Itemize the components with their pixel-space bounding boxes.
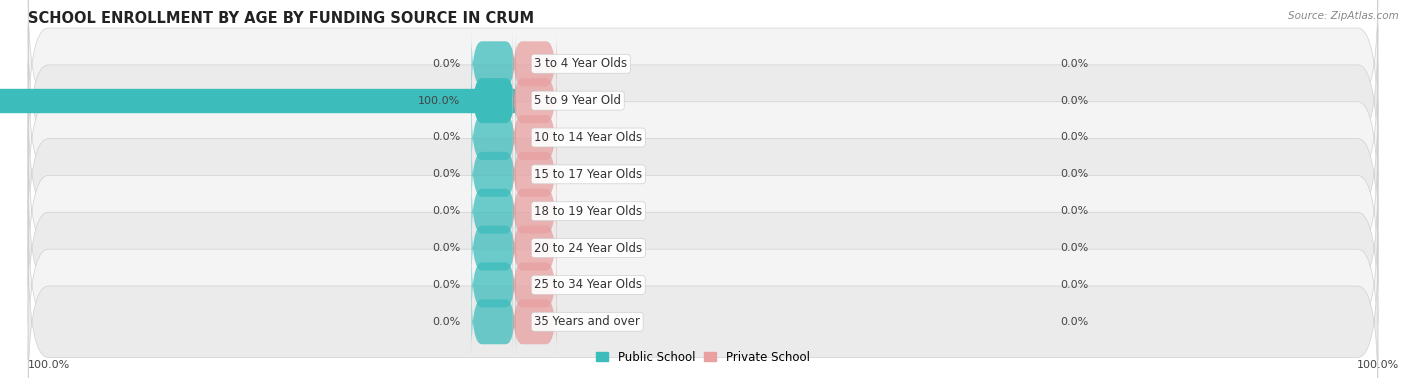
Text: 0.0%: 0.0%	[432, 280, 460, 290]
Text: SCHOOL ENROLLMENT BY AGE BY FUNDING SOURCE IN CRUM: SCHOOL ENROLLMENT BY AGE BY FUNDING SOUR…	[28, 11, 534, 26]
Text: 0.0%: 0.0%	[432, 59, 460, 69]
Text: 100.0%: 100.0%	[28, 361, 70, 370]
Text: 3 to 4 Year Olds: 3 to 4 Year Olds	[534, 57, 627, 70]
Legend: Public School, Private School: Public School, Private School	[592, 346, 814, 368]
Text: 0.0%: 0.0%	[1060, 317, 1088, 327]
Text: 25 to 34 Year Olds: 25 to 34 Year Olds	[534, 279, 643, 291]
FancyBboxPatch shape	[28, 26, 1378, 175]
FancyBboxPatch shape	[471, 105, 516, 170]
FancyBboxPatch shape	[512, 31, 557, 97]
Text: 100.0%: 100.0%	[1357, 361, 1399, 370]
FancyBboxPatch shape	[28, 99, 1378, 249]
Text: 100.0%: 100.0%	[418, 96, 460, 105]
Text: 0.0%: 0.0%	[432, 169, 460, 179]
Text: 0.0%: 0.0%	[1060, 243, 1088, 253]
FancyBboxPatch shape	[512, 289, 557, 355]
FancyBboxPatch shape	[471, 252, 516, 318]
FancyBboxPatch shape	[28, 0, 1378, 139]
FancyBboxPatch shape	[28, 247, 1378, 378]
Text: 20 to 24 Year Olds: 20 to 24 Year Olds	[534, 242, 643, 254]
Text: 0.0%: 0.0%	[432, 133, 460, 143]
FancyBboxPatch shape	[471, 215, 516, 281]
Text: 0.0%: 0.0%	[1060, 96, 1088, 105]
Text: 0.0%: 0.0%	[1060, 169, 1088, 179]
Text: 0.0%: 0.0%	[1060, 280, 1088, 290]
FancyBboxPatch shape	[28, 63, 1378, 212]
FancyBboxPatch shape	[471, 68, 516, 133]
Text: 0.0%: 0.0%	[432, 206, 460, 216]
Bar	[0, 89, 515, 112]
FancyBboxPatch shape	[512, 178, 557, 244]
Text: 5 to 9 Year Old: 5 to 9 Year Old	[534, 94, 621, 107]
Text: 0.0%: 0.0%	[1060, 133, 1088, 143]
Text: 35 Years and over: 35 Years and over	[534, 315, 640, 328]
FancyBboxPatch shape	[28, 210, 1378, 360]
Text: 15 to 17 Year Olds: 15 to 17 Year Olds	[534, 168, 643, 181]
Text: Source: ZipAtlas.com: Source: ZipAtlas.com	[1288, 11, 1399, 21]
Text: 10 to 14 Year Olds: 10 to 14 Year Olds	[534, 131, 643, 144]
Text: 0.0%: 0.0%	[432, 317, 460, 327]
Text: 0.0%: 0.0%	[1060, 206, 1088, 216]
FancyBboxPatch shape	[512, 68, 557, 133]
FancyBboxPatch shape	[512, 105, 557, 170]
FancyBboxPatch shape	[471, 141, 516, 207]
Text: 18 to 19 Year Olds: 18 to 19 Year Olds	[534, 205, 643, 218]
FancyBboxPatch shape	[471, 31, 516, 97]
FancyBboxPatch shape	[471, 178, 516, 244]
FancyBboxPatch shape	[471, 289, 516, 355]
FancyBboxPatch shape	[28, 136, 1378, 286]
FancyBboxPatch shape	[512, 141, 557, 207]
FancyBboxPatch shape	[28, 173, 1378, 323]
Text: 0.0%: 0.0%	[432, 243, 460, 253]
FancyBboxPatch shape	[512, 215, 557, 281]
Text: 0.0%: 0.0%	[1060, 59, 1088, 69]
FancyBboxPatch shape	[512, 252, 557, 318]
